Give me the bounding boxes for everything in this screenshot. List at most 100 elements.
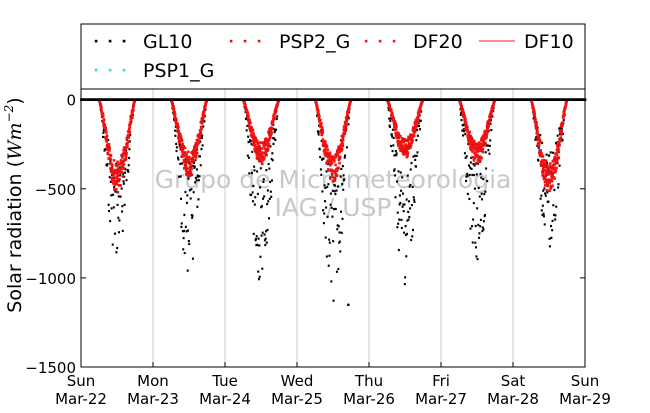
point-gl10 — [184, 225, 187, 229]
point-psp2-g — [328, 152, 332, 156]
point-gl10 — [253, 169, 256, 172]
point-psp2-g — [320, 125, 324, 129]
point-gl10 — [266, 228, 269, 232]
point-df20 — [273, 111, 277, 115]
point-gl10 — [476, 162, 479, 165]
point-gl10 — [177, 158, 180, 161]
point-df20 — [543, 168, 546, 172]
point-psp2-g — [340, 139, 344, 143]
point-gl10 — [480, 176, 483, 179]
point-df20 — [334, 155, 338, 159]
point-psp2-g — [559, 136, 563, 139]
point-df20 — [171, 103, 175, 107]
point-psp2-g — [409, 145, 412, 149]
point-gl10 — [255, 235, 258, 238]
point-gl10 — [248, 172, 251, 175]
point-gl10 — [332, 299, 335, 302]
point-gl10 — [409, 207, 412, 210]
point-psp2-g — [538, 139, 542, 142]
point-gl10 — [123, 175, 126, 178]
point-gl10 — [560, 127, 563, 130]
point-gl10 — [467, 164, 470, 167]
point-gl10 — [107, 203, 110, 206]
point-psp2-g — [330, 173, 334, 176]
point-gl10 — [407, 218, 410, 221]
point-psp2-g — [185, 170, 189, 174]
point-df20 — [535, 123, 538, 127]
point-gl10 — [537, 159, 540, 162]
point-psp2-g — [400, 143, 403, 147]
point-gl10 — [320, 139, 323, 143]
point-gl10 — [471, 173, 474, 177]
point-gl10 — [275, 117, 278, 121]
point-gl10 — [482, 177, 485, 181]
point-df20 — [106, 148, 110, 152]
point-gl10 — [553, 213, 556, 216]
y-tick-label: −1500 — [25, 359, 76, 377]
point-gl10 — [416, 151, 419, 154]
point-df20 — [339, 145, 342, 148]
point-gl10 — [336, 224, 339, 227]
point-gl10 — [469, 161, 472, 164]
point-psp2-g — [127, 136, 131, 139]
point-gl10 — [410, 238, 413, 242]
point-psp2-g — [121, 175, 125, 178]
point-gl10 — [548, 154, 551, 157]
point-gl10 — [175, 142, 178, 146]
point-df20 — [477, 141, 481, 144]
point-gl10 — [117, 216, 120, 219]
point-df20 — [125, 137, 129, 141]
point-psp2-g — [543, 165, 546, 168]
point-df20 — [246, 112, 250, 116]
point-gl10 — [539, 197, 542, 200]
point-df20 — [390, 109, 393, 113]
point-psp2-g — [409, 137, 413, 141]
point-df20 — [530, 101, 534, 105]
point-gl10 — [109, 219, 112, 223]
point-gl10 — [118, 219, 121, 222]
point-df20 — [199, 125, 203, 129]
point-df20 — [332, 157, 336, 161]
point-gl10 — [325, 206, 328, 209]
point-gl10 — [185, 201, 188, 205]
point-psp2-g — [116, 191, 120, 194]
point-gl10 — [246, 154, 249, 157]
x-tick-label-date: Mar-25 — [271, 390, 323, 408]
point-df20 — [409, 143, 413, 147]
point-df20 — [244, 103, 247, 107]
point-gl10 — [478, 232, 481, 235]
point-gl10 — [459, 108, 462, 111]
point-df20 — [114, 179, 117, 183]
point-gl10 — [174, 129, 177, 132]
point-df20 — [412, 126, 415, 129]
point-gl10 — [258, 244, 261, 247]
point-gl10 — [124, 171, 127, 174]
y-axis-label-close: ) — [4, 97, 26, 104]
point-df20 — [397, 144, 400, 147]
point-gl10 — [394, 196, 397, 199]
point-gl10 — [390, 133, 393, 136]
point-df20 — [270, 131, 273, 135]
point-gl10 — [247, 135, 250, 138]
point-df20 — [464, 121, 468, 125]
point-psp2-g — [332, 156, 335, 159]
point-gl10 — [485, 167, 488, 170]
point-psp2-g — [480, 144, 484, 148]
point-df20 — [271, 119, 275, 123]
point-psp2-g — [198, 137, 202, 140]
point-gl10 — [469, 227, 472, 230]
point-gl10 — [181, 230, 184, 233]
point-gl10 — [468, 197, 471, 201]
point-gl10 — [122, 180, 125, 183]
point-psp2-g — [194, 148, 197, 151]
point-df20 — [109, 157, 112, 161]
point-gl10 — [479, 225, 482, 228]
point-psp2-g — [203, 107, 207, 110]
point-df20 — [177, 136, 180, 140]
point-psp2-g — [204, 104, 207, 107]
point-psp2-g — [414, 126, 418, 129]
point-gl10 — [475, 255, 478, 258]
point-gl10 — [273, 131, 276, 134]
point-df20 — [564, 105, 567, 109]
point-psp2-g — [466, 125, 469, 129]
